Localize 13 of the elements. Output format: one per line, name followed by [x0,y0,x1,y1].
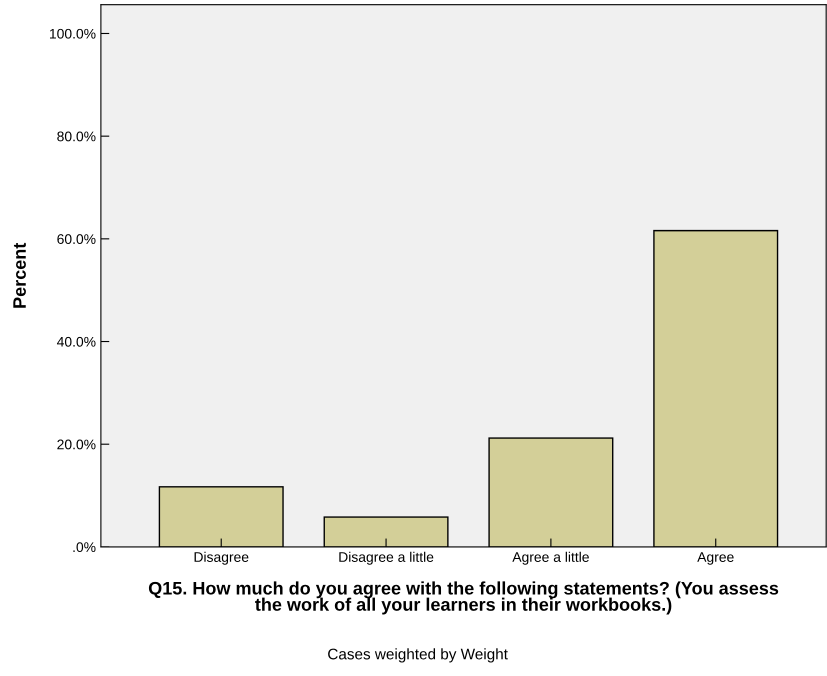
x-tick-label: Disagree [194,552,248,565]
y-axis-title: Percent [13,242,26,308]
y-tick-label: .0% [73,542,96,552]
y-tick-label: 40.0% [56,336,96,347]
y-tick-label: 100.0% [50,28,96,39]
y-tick-label: 80.0% [57,131,96,142]
x-tick-label: Agree [697,552,734,565]
x-axis-title: Q15. How much do you agree with the following statements? (You assess the work of all your learners in their workbooks.) [148,581,778,614]
x-tick-label: Disagree a little [339,552,434,565]
y-tick-label: 60.0% [57,234,96,244]
text: Cases weighted by Weight [328,648,508,662]
x-tick-label: Agree a little [512,552,589,565]
y-tick-label: 20.0% [57,440,96,450]
